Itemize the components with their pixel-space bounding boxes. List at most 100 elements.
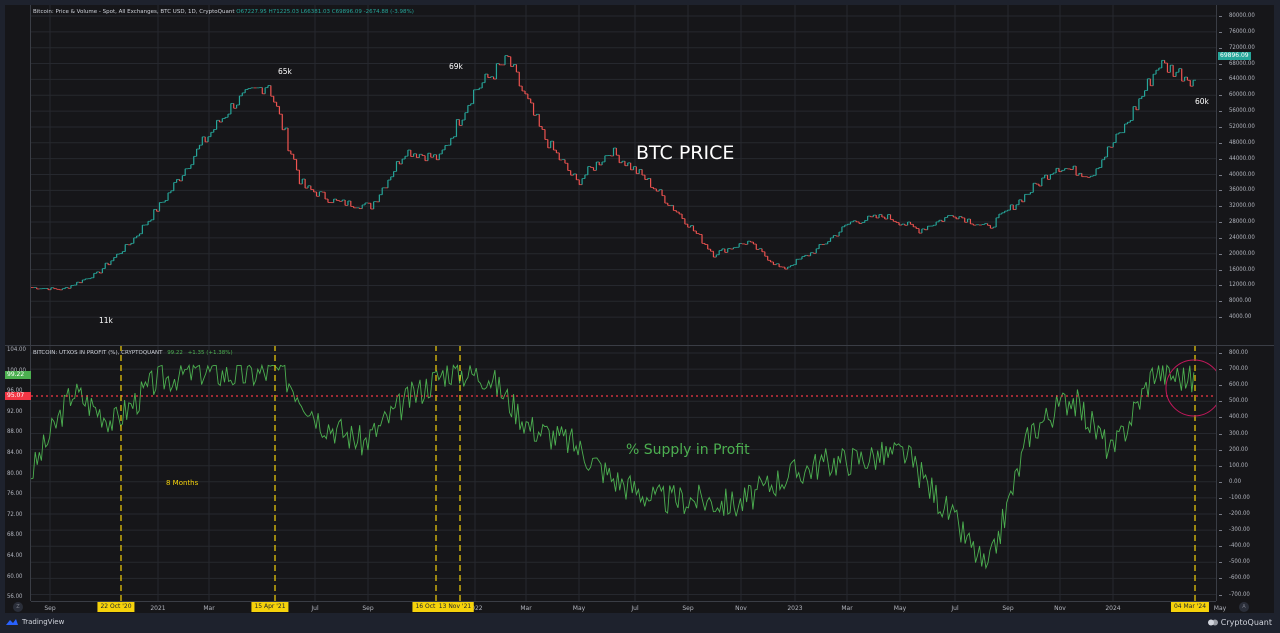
time-axis-label: 2021 — [150, 605, 166, 612]
date-marker-tag: 22 Oct '20 — [97, 602, 135, 612]
lower-axis-label: -100.00 — [1229, 493, 1250, 501]
axis-tick — [1219, 269, 1222, 271]
utxo-axis-label: 56.00 — [7, 593, 23, 601]
utxo-value: 99.22 — [167, 350, 183, 356]
eight-months-annotation: 8 Months — [166, 479, 199, 487]
lower-axis-label: 700.00 — [1229, 365, 1248, 373]
chart-frame: 104.00 100.00 96.00 92.00 88.00 84.00 80.00 76.… — [5, 5, 1274, 613]
price-axis-label: 64000.00 — [1229, 75, 1255, 83]
price-axis-label: 72000.00 — [1229, 43, 1255, 51]
price-legend: Bitcoin: Price & Volume - Spot, All Exch… — [33, 9, 414, 15]
tradingview-logo[interactable]: TradingView — [5, 618, 64, 626]
axis-tick — [1219, 481, 1222, 483]
time-axis-label: Nov — [735, 605, 747, 612]
utxo-legend-title: BITCOIN: UTXOS IN PROFIT (%), CRYPTOQUAN… — [33, 350, 163, 356]
axis-tick — [1219, 433, 1222, 435]
utxo-change: +1.35 (+1.38%) — [187, 350, 233, 356]
price-axis-label: 24000.00 — [1229, 233, 1255, 241]
lower-axis-label: -300.00 — [1229, 526, 1250, 534]
utxo-axis-label: 96.00 — [7, 387, 23, 395]
utxo-axis-label: 60.00 — [7, 572, 23, 580]
price-axis-label: 16000.00 — [1229, 265, 1255, 273]
utxo-legend: BITCOIN: UTXOS IN PROFIT (%), CRYPTOQUAN… — [33, 350, 233, 356]
time-axis-label: Sep — [362, 605, 374, 612]
price-axis-label: 32000.00 — [1229, 202, 1255, 210]
time-axis-label: May — [572, 605, 586, 612]
axis-tick — [1219, 190, 1222, 192]
time-axis-label: Mar — [841, 605, 853, 612]
price-axis-label: 20000.00 — [1229, 249, 1255, 257]
lower-axis-label: 500.00 — [1229, 397, 1248, 405]
lower-axis-label: 0.00 — [1229, 477, 1242, 485]
utxo-axis-label: 88.00 — [7, 428, 23, 436]
utxo-axis-label: 92.00 — [7, 407, 23, 415]
time-axis-label: Mar — [520, 605, 532, 612]
price-axis-label: 52000.00 — [1229, 122, 1255, 130]
btc-price-annotation: BTC PRICE — [636, 142, 735, 164]
axis-tick — [1219, 63, 1222, 65]
threshold-tag: 95.07 — [5, 391, 31, 400]
axis-tick — [1219, 578, 1222, 580]
price-axis-label: 40000.00 — [1229, 170, 1255, 178]
axis-tick — [1219, 253, 1222, 255]
left-axis-utxo[interactable]: 104.00 100.00 96.00 92.00 88.00 84.00 80.00 76.… — [5, 5, 31, 601]
axis-tick — [1219, 206, 1222, 208]
tradingview-label: TradingView — [22, 618, 65, 626]
lower-axis-label: 400.00 — [1229, 413, 1248, 421]
price-axis-label: 60000.00 — [1229, 91, 1255, 99]
axis-tick — [1219, 285, 1222, 287]
axis-tick — [1219, 95, 1222, 97]
lower-axis-label: -200.00 — [1229, 510, 1250, 517]
price-axis-label: 48000.00 — [1229, 138, 1255, 146]
utxo-axis-label: 68.00 — [7, 531, 23, 539]
plot-area[interactable] — [31, 5, 1216, 601]
time-axis[interactable]: Sep 2021 Mar Jul Sep 2022 Mar May Jul Sep Nov 2023 M… — [31, 601, 1226, 613]
axis-tick — [1219, 47, 1222, 49]
low-value: L66381.03 — [300, 9, 331, 15]
utxo-axis-label: 64.00 — [7, 552, 23, 559]
lower-axis-label: -400.00 — [1229, 542, 1250, 550]
axis-tick — [1219, 594, 1222, 596]
footer: TradingView CryptoQuant — [0, 613, 1280, 633]
axis-tick — [1219, 237, 1222, 239]
time-axis-label: Sep — [682, 605, 694, 612]
utxo-axis-label: 72.00 — [7, 510, 23, 518]
utxo-current-tag: 99.22 — [5, 370, 31, 379]
price-axis-label: 68000.00 — [1229, 59, 1255, 67]
price-axis-label: 56000.00 — [1229, 107, 1255, 115]
time-axis-label: Jul — [631, 605, 639, 612]
auto-scale-button[interactable]: A — [1239, 602, 1249, 612]
time-axis-label: 2023 — [787, 605, 803, 612]
time-axis-label: Sep — [44, 605, 56, 612]
axis-tick — [1219, 317, 1222, 319]
cryptoquant-logo[interactable]: CryptoQuant — [1207, 618, 1272, 627]
lower-axis-label: 100.00 — [1229, 461, 1248, 469]
cryptoquant-label: CryptoQuant — [1220, 618, 1272, 627]
axis-tick — [1219, 514, 1222, 515]
cryptoquant-icon — [1207, 619, 1218, 626]
low-11k-annotation: 11k — [99, 316, 113, 325]
axis-tick — [1219, 449, 1222, 451]
tradingview-cloud-icon — [6, 619, 18, 625]
axis-tick — [1219, 16, 1222, 17]
axis-tick — [1219, 126, 1222, 128]
price-axis-label: 8000.00 — [1229, 297, 1252, 305]
axis-tick — [1219, 546, 1222, 548]
time-axis-label: 2024 — [1105, 605, 1121, 612]
time-axis-label: Jul — [951, 605, 959, 612]
lower-axis-label: -600.00 — [1229, 574, 1250, 582]
change-value: -2674.88 (-3.98%) — [363, 9, 414, 15]
utxo-axis-label: 104.00 — [7, 346, 26, 353]
axis-tick — [1219, 31, 1222, 33]
pane-divider[interactable] — [5, 345, 1274, 346]
high-69k-annotation: 69k — [449, 62, 463, 71]
date-marker-tag: 15 Apr '21 — [251, 602, 289, 612]
zoom-z-button[interactable]: Z — [13, 602, 23, 612]
axis-tick — [1219, 111, 1222, 113]
price-axis-label: 12000.00 — [1229, 281, 1255, 289]
right-price-axis[interactable]: 80000.00 76000.00 72000.00 68000.00 64000.00… — [1216, 5, 1274, 601]
open-value: O67227.95 — [236, 9, 267, 15]
lower-axis-label: 300.00 — [1229, 429, 1248, 437]
current-price-tag: 69896.09 — [1218, 52, 1251, 61]
